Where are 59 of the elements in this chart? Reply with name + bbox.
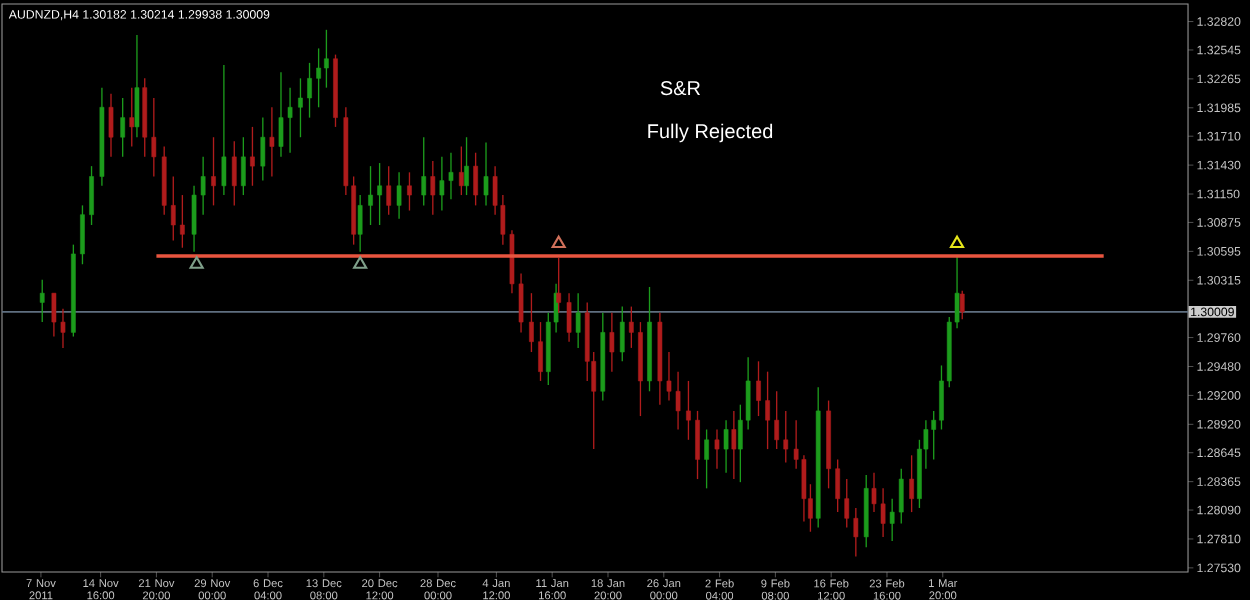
candlestick xyxy=(298,77,303,138)
candlestick xyxy=(134,34,140,138)
candlestick xyxy=(357,194,363,253)
candlestick xyxy=(120,97,126,158)
candlestick xyxy=(844,478,850,529)
candlestick xyxy=(250,126,255,187)
candlestick xyxy=(629,305,634,349)
candlestick xyxy=(377,162,382,226)
candlestick xyxy=(396,171,402,220)
candlestick xyxy=(307,62,312,119)
candlestick xyxy=(39,279,45,323)
candlestick xyxy=(575,292,581,349)
candlestick xyxy=(80,204,85,265)
candlestick xyxy=(151,97,157,178)
candlestick xyxy=(695,410,700,480)
candlestick xyxy=(324,29,329,89)
candlestick xyxy=(407,171,412,212)
candlestick xyxy=(783,410,789,464)
candlestick xyxy=(529,292,534,353)
candlestick xyxy=(774,390,780,450)
candlestick xyxy=(898,468,904,525)
candlestick xyxy=(260,116,266,182)
text: S&R xyxy=(660,80,701,96)
candlestick xyxy=(269,106,275,178)
candlestick xyxy=(421,136,427,207)
candlestick xyxy=(89,165,94,226)
candlestick xyxy=(959,290,965,320)
candlestick xyxy=(835,458,841,513)
candlestick xyxy=(221,64,227,196)
candlestick xyxy=(723,419,729,474)
candlestick xyxy=(459,145,464,196)
candlestick xyxy=(464,136,469,196)
candlestick xyxy=(731,410,737,480)
candlestick xyxy=(231,140,237,207)
candlestick xyxy=(756,360,761,417)
candlestick xyxy=(619,305,625,362)
candlestick xyxy=(430,160,436,216)
candlestick xyxy=(538,321,543,382)
candlestick xyxy=(170,175,176,242)
candlestick xyxy=(714,428,720,470)
candlestick xyxy=(909,454,914,513)
candlestick xyxy=(765,370,770,450)
candlestick xyxy=(853,507,859,558)
candlestick xyxy=(609,312,615,373)
candlestick xyxy=(704,428,709,490)
candlestick xyxy=(108,93,114,158)
candlestick xyxy=(180,194,185,249)
candlestick xyxy=(241,136,246,196)
candlestick xyxy=(316,47,321,108)
candlestick xyxy=(211,136,216,207)
candlestick xyxy=(368,165,373,226)
candlestick xyxy=(483,141,489,207)
candlestick xyxy=(686,380,691,441)
text: Fully Rejected xyxy=(648,123,773,143)
candlestick xyxy=(473,152,478,207)
candlestick xyxy=(889,498,895,542)
candlestick xyxy=(386,165,392,216)
candlestick xyxy=(129,86,135,148)
candlestick xyxy=(566,292,572,343)
